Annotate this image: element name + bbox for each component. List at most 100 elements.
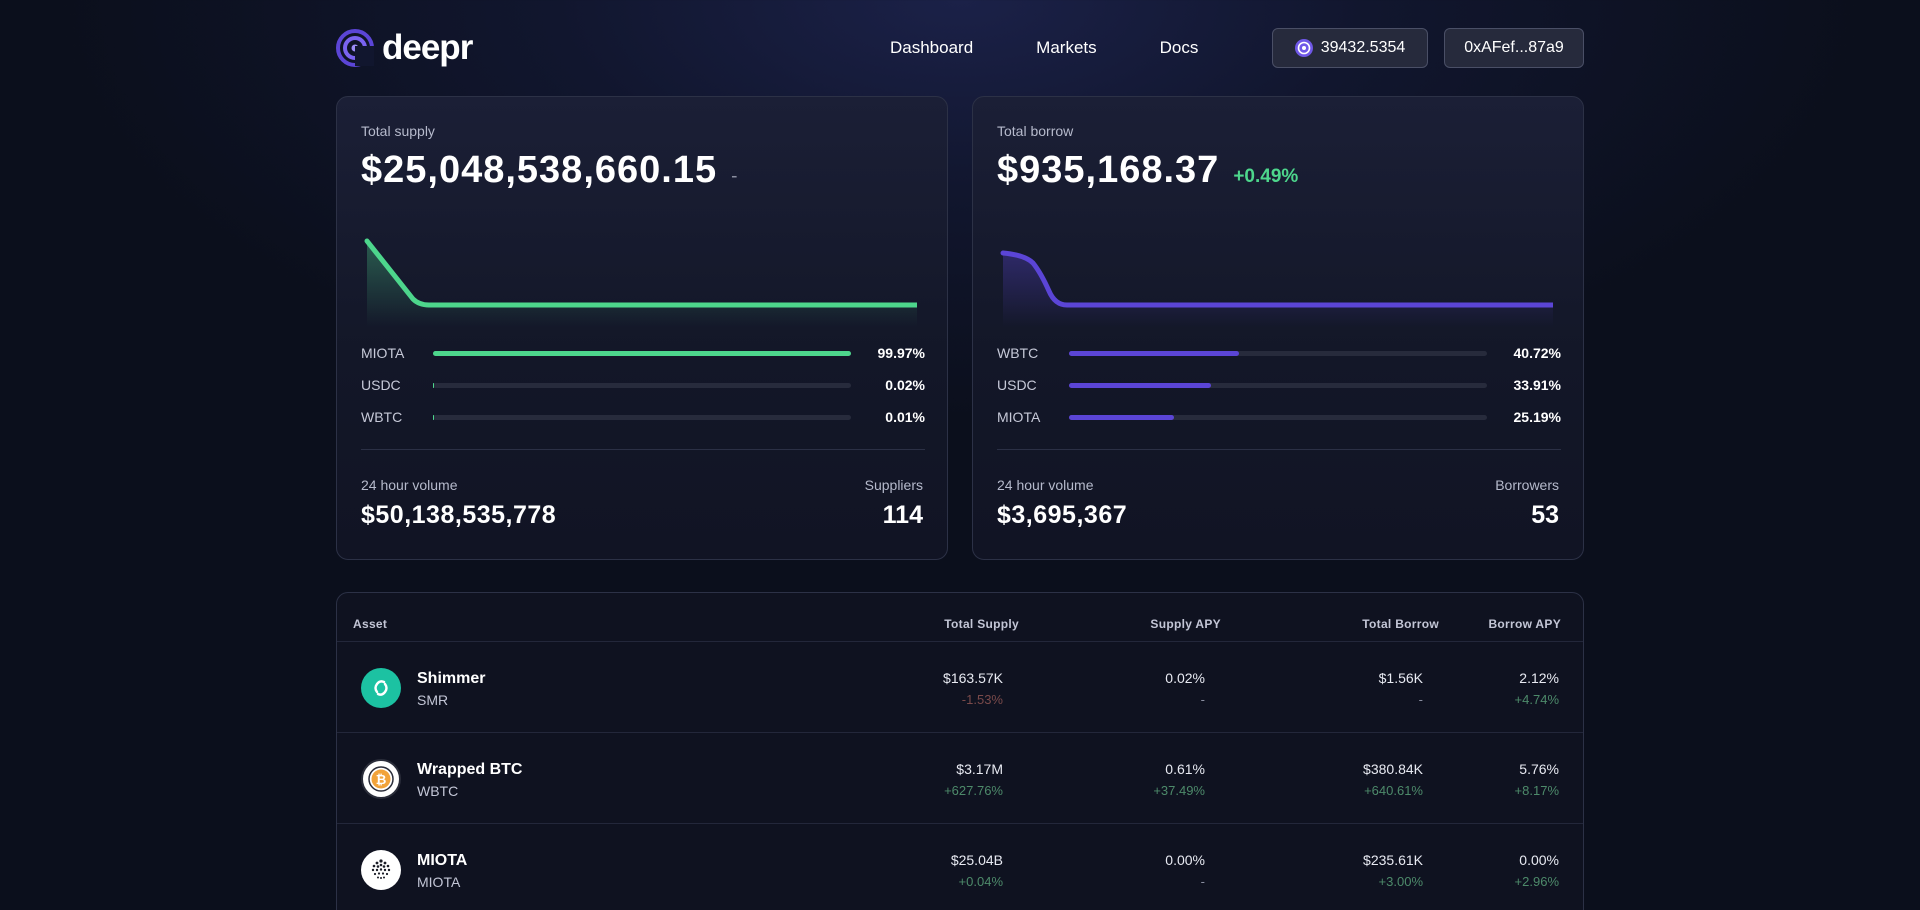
total-borrow-value: $935,168.37 +0.49% bbox=[997, 149, 1298, 192]
nav-docs[interactable]: Docs bbox=[1159, 38, 1199, 57]
wallet-address-button[interactable]: 0xAFef...87a9 bbox=[1444, 28, 1584, 68]
borrowers-label: Borrowers bbox=[1495, 477, 1559, 493]
asset-symbol: SMR bbox=[417, 692, 449, 708]
supply-apy: 0.02% bbox=[1165, 670, 1205, 686]
app-logo[interactable]: deepr bbox=[336, 28, 473, 68]
borrow-asset-pct: 25.19% bbox=[1513, 409, 1561, 425]
deepr-logo-icon bbox=[336, 29, 374, 67]
supply-asset-bar-fill bbox=[433, 415, 435, 420]
supply-sparkline bbox=[364, 238, 917, 327]
supply-asset-bar-fill bbox=[433, 383, 435, 388]
nav-dashboard[interactable]: Dashboard bbox=[890, 38, 974, 57]
total-supply-card: Total supply $25,048,538,660.15 - MIOTA … bbox=[336, 96, 948, 560]
nav-markets[interactable]: Markets bbox=[1036, 38, 1097, 57]
total-borrow-change: - bbox=[1418, 692, 1423, 707]
table-row[interactable]: ₿ Wrapped BTC WBTC $3.17M +627.76% 0.61%… bbox=[337, 733, 1583, 823]
supply-apy-cell: 0.02% - bbox=[1065, 670, 1205, 707]
borrow-asset-row: MIOTA 25.19% bbox=[997, 407, 1561, 427]
borrow-asset-bar-fill bbox=[1069, 383, 1211, 388]
total-borrow: $380.84K bbox=[1363, 761, 1423, 777]
total-borrow-cell: $1.56K - bbox=[1283, 670, 1423, 707]
wallet-address: 0xAFef...87a9 bbox=[1464, 39, 1564, 56]
borrowers-count: 53 bbox=[1531, 501, 1559, 529]
borrow-apy-cell: 0.00% +2.96% bbox=[1419, 852, 1559, 889]
app-name: deepr bbox=[382, 28, 473, 67]
supply-apy-change: - bbox=[1200, 874, 1205, 889]
supply-apy: 0.61% bbox=[1165, 761, 1205, 777]
asset-symbol: MIOTA bbox=[417, 874, 461, 890]
token-balance: 39432.5354 bbox=[1320, 39, 1406, 56]
total-borrow-amount: $935,168.37 bbox=[997, 149, 1220, 191]
borrow-apy-change: +8.17% bbox=[1514, 783, 1559, 798]
total-borrow-cell: $235.61K +3.00% bbox=[1283, 852, 1423, 889]
supply-apy: 0.00% bbox=[1165, 852, 1205, 868]
supply-asset-name: WBTC bbox=[361, 409, 403, 425]
supply-asset-bar-fill bbox=[433, 351, 851, 356]
table-row[interactable]: MIOTA MIOTA $25.04B +0.04% 0.00% - $235.… bbox=[337, 824, 1583, 910]
borrow-asset-bar bbox=[1069, 351, 1487, 356]
borrow-asset-name: USDC bbox=[997, 377, 1037, 393]
supply-asset-name: USDC bbox=[361, 377, 401, 393]
supply-asset-row: USDC 0.02% bbox=[361, 375, 925, 395]
total-borrow-change: +3.00% bbox=[1378, 874, 1423, 889]
borrow-asset-row: WBTC 40.72% bbox=[997, 343, 1561, 363]
borrow-sparkline-line bbox=[1000, 250, 1553, 308]
asset-name: Shimmer bbox=[417, 670, 486, 687]
borrow-apy-change: +2.96% bbox=[1514, 874, 1559, 889]
column-header-total-borrow[interactable]: Total Borrow bbox=[1362, 617, 1439, 631]
borrow-volume-value: $3,695,367 bbox=[997, 501, 1128, 529]
total-supply: $25.04B bbox=[950, 852, 1003, 868]
borrow-asset-name: WBTC bbox=[997, 345, 1039, 361]
header-divider bbox=[337, 641, 1583, 642]
total-borrow-cell: $380.84K +640.61% bbox=[1283, 761, 1423, 798]
total-borrow: $235.61K bbox=[1363, 852, 1423, 868]
column-header-supply-apy[interactable]: Supply APY bbox=[1150, 617, 1221, 631]
borrow-sparkline-area bbox=[1003, 253, 1553, 327]
column-header-borrow-apy[interactable]: Borrow APY bbox=[1488, 617, 1561, 631]
supply-apy-cell: 0.00% - bbox=[1065, 852, 1205, 889]
borrow-volume-label: 24 hour volume bbox=[997, 477, 1094, 493]
total-supply: $163.57K bbox=[943, 670, 1003, 686]
borrow-asset-bar-fill bbox=[1069, 351, 1240, 356]
row-divider bbox=[337, 732, 1583, 733]
borrow-asset-pct: 33.91% bbox=[1513, 377, 1561, 393]
supply-apy-change: +37.49% bbox=[1153, 783, 1205, 798]
total-supply: $3.17M bbox=[956, 761, 1003, 777]
borrow-asset-name: MIOTA bbox=[997, 409, 1041, 425]
total-supply-value: $25,048,538,660.15 - bbox=[361, 149, 737, 192]
supply-volume-value: $50,138,535,778 bbox=[361, 501, 557, 529]
token-balance-button[interactable]: 39432.5354 bbox=[1272, 28, 1428, 68]
supply-asset-pct: 99.97% bbox=[877, 345, 925, 361]
column-header-total-supply[interactable]: Total Supply bbox=[944, 617, 1019, 631]
table-row[interactable]: Shimmer SMR $163.57K -1.53% 0.02% - $1.5… bbox=[337, 642, 1583, 732]
supply-sparkline-line bbox=[364, 238, 917, 308]
borrow-apy: 5.76% bbox=[1519, 761, 1559, 777]
total-supply-cell: $25.04B +0.04% bbox=[863, 852, 1003, 889]
total-supply-change: +627.76% bbox=[944, 783, 1003, 798]
suppliers-count: 114 bbox=[882, 501, 923, 529]
borrow-apy: 2.12% bbox=[1519, 670, 1559, 686]
borrow-apy-cell: 5.76% +8.17% bbox=[1419, 761, 1559, 798]
borrow-asset-pct: 40.72% bbox=[1513, 345, 1561, 361]
supply-asset-pct: 0.02% bbox=[885, 377, 925, 393]
borrow-apy-cell: 2.12% +4.74% bbox=[1419, 670, 1559, 707]
asset-name: MIOTA bbox=[417, 852, 468, 869]
asset-symbol: WBTC bbox=[417, 783, 459, 799]
row-divider bbox=[337, 823, 1583, 824]
total-borrow-change: +640.61% bbox=[1364, 783, 1423, 798]
borrow-sparkline bbox=[1000, 250, 1553, 327]
total-supply-change: -1.53% bbox=[961, 692, 1003, 707]
borrow-apy: 0.00% bbox=[1519, 852, 1559, 868]
top-header: deepr Dashboard Markets Docs 39432.5354 … bbox=[336, 26, 1584, 70]
supply-asset-bar bbox=[433, 415, 851, 420]
total-borrow-card: Total borrow $935,168.37 +0.49% WBTC 40.… bbox=[972, 96, 1584, 560]
supply-volume-label: 24 hour volume bbox=[361, 477, 458, 493]
column-header-asset[interactable]: Asset bbox=[353, 617, 388, 631]
markets-table: Asset Total Supply Supply APY Total Borr… bbox=[336, 592, 1584, 910]
supply-asset-row: WBTC 0.01% bbox=[361, 407, 925, 427]
suppliers-label: Suppliers bbox=[864, 477, 923, 493]
borrow-asset-bar bbox=[1069, 383, 1487, 388]
total-supply-label: Total supply bbox=[361, 123, 435, 139]
svg-text:₿: ₿ bbox=[376, 773, 387, 788]
supply-sparkline-area bbox=[367, 241, 917, 327]
